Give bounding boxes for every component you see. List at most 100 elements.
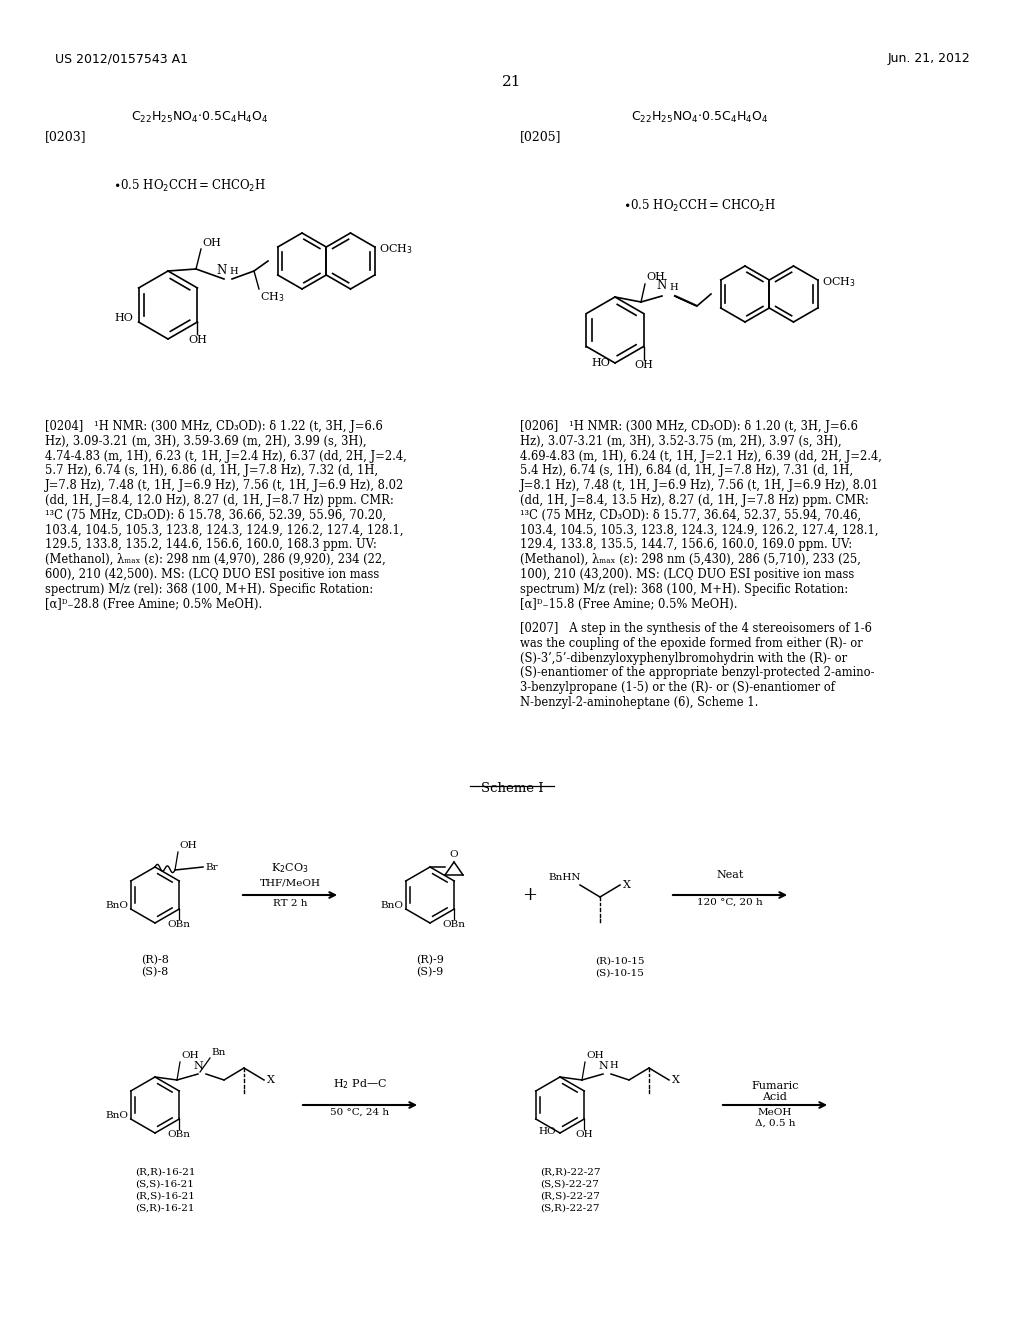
Text: [α]ᴰ₋15.8 (Free Amine; 0.5% MeOH).: [α]ᴰ₋15.8 (Free Amine; 0.5% MeOH). (520, 598, 737, 611)
Text: H: H (609, 1061, 617, 1071)
Text: [α]ᴰ₋28.8 (Free Amine; 0.5% MeOH).: [α]ᴰ₋28.8 (Free Amine; 0.5% MeOH). (45, 598, 262, 611)
Text: HO: HO (539, 1127, 556, 1137)
Text: (dd, 1H, J=8.4, 12.0 Hz), 8.27 (d, 1H, J=8.7 Hz) ppm. CMR:: (dd, 1H, J=8.4, 12.0 Hz), 8.27 (d, 1H, J… (45, 494, 394, 507)
Text: 120 °C, 20 h: 120 °C, 20 h (697, 898, 763, 907)
Text: (S)-8: (S)-8 (141, 968, 169, 977)
Text: Hz), 3.09-3.21 (m, 3H), 3.59-3.69 (m, 2H), 3.99 (s, 3H),: Hz), 3.09-3.21 (m, 3H), 3.59-3.69 (m, 2H… (45, 434, 367, 447)
Text: Δ, 0.5 h: Δ, 0.5 h (755, 1119, 796, 1129)
Text: 50 °C, 24 h: 50 °C, 24 h (331, 1107, 389, 1117)
Text: spectrum) M/z (rel): 368 (100, M+H). Specific Rotation:: spectrum) M/z (rel): 368 (100, M+H). Spe… (520, 583, 848, 595)
Text: J=8.1 Hz), 7.48 (t, 1H, J=6.9 Hz), 7.56 (t, 1H, J=6.9 Hz), 8.01: J=8.1 Hz), 7.48 (t, 1H, J=6.9 Hz), 7.56 … (520, 479, 880, 492)
Text: Fumaric: Fumaric (752, 1081, 799, 1092)
Text: OH: OH (586, 1051, 603, 1060)
Text: Bn: Bn (211, 1048, 225, 1057)
Text: $\mathrm{C_{22}H_{25}NO_4{\cdot}0.5C_4H_4O_4}$: $\mathrm{C_{22}H_{25}NO_4{\cdot}0.5C_4H_… (631, 110, 769, 125)
Text: Br: Br (205, 862, 218, 871)
Text: THF/MeOH: THF/MeOH (259, 878, 321, 887)
Text: O: O (450, 850, 459, 859)
Text: 600), 210 (42,500). MS: (LCQ DUO ESI positive ion mass: 600), 210 (42,500). MS: (LCQ DUO ESI pos… (45, 568, 379, 581)
Text: X: X (672, 1074, 680, 1085)
Text: BnO: BnO (381, 902, 403, 911)
Text: 129.5, 133.8, 135.2, 144.6, 156.6, 160.0, 168.3 ppm. UV:: 129.5, 133.8, 135.2, 144.6, 156.6, 160.0… (45, 539, 377, 552)
Text: 100), 210 (43,200). MS: (LCQ DUO ESI positive ion mass: 100), 210 (43,200). MS: (LCQ DUO ESI pos… (520, 568, 854, 581)
Text: (S)-3’,5’-dibenzyloxyphenylbromohydrin with the (R)- or: (S)-3’,5’-dibenzyloxyphenylbromohydrin w… (520, 652, 847, 664)
Text: HO: HO (115, 313, 133, 323)
Text: (S,S)-16-21: (S,S)-16-21 (135, 1180, 194, 1189)
Text: K$_2$CO$_3$: K$_2$CO$_3$ (271, 861, 309, 875)
Text: X: X (623, 880, 631, 890)
Text: RT 2 h: RT 2 h (272, 899, 307, 908)
Text: ¹³C (75 MHz, CD₃OD): δ 15.78, 36.66, 52.39, 55.96, 70.20,: ¹³C (75 MHz, CD₃OD): δ 15.78, 36.66, 52.… (45, 508, 386, 521)
Text: 4.74-4.83 (m, 1H), 6.23 (t, 1H, J=2.4 Hz), 6.37 (dd, 2H, J=2.4,: 4.74-4.83 (m, 1H), 6.23 (t, 1H, J=2.4 Hz… (45, 450, 407, 462)
Text: BnHN: BnHN (548, 873, 581, 882)
Text: 129.4, 133.8, 135.5, 144.7, 156.6, 160.0, 169.0 ppm. UV:: 129.4, 133.8, 135.5, 144.7, 156.6, 160.0… (520, 539, 852, 552)
Text: N: N (217, 264, 227, 277)
Text: N: N (598, 1061, 608, 1071)
Text: OH: OH (646, 272, 665, 282)
Text: US 2012/0157543 A1: US 2012/0157543 A1 (55, 51, 188, 65)
Text: [0207]   A step in the synthesis of the 4 stereoisomers of 1-6: [0207] A step in the synthesis of the 4 … (520, 622, 871, 635)
Text: 3-benzylpropane (1-5) or the (R)- or (S)-enantiomer of: 3-benzylpropane (1-5) or the (R)- or (S)… (520, 681, 835, 694)
Text: OH: OH (179, 841, 197, 850)
Text: 5.4 Hz), 6.74 (s, 1H), 6.84 (d, 1H, J=7.8 Hz), 7.31 (d, 1H,: 5.4 Hz), 6.74 (s, 1H), 6.84 (d, 1H, J=7.… (520, 465, 853, 478)
Text: Jun. 21, 2012: Jun. 21, 2012 (887, 51, 970, 65)
Text: H: H (669, 282, 678, 292)
Text: OBn: OBn (168, 1130, 190, 1139)
Text: 4.69-4.83 (m, 1H), 6.24 (t, 1H, J=2.1 Hz), 6.39 (dd, 2H, J=2.4,: 4.69-4.83 (m, 1H), 6.24 (t, 1H, J=2.1 Hz… (520, 450, 882, 462)
Text: (S,R)-22-27: (S,R)-22-27 (540, 1204, 599, 1213)
Text: CH$_3$: CH$_3$ (260, 290, 285, 304)
Text: 103.4, 104.5, 105.3, 123.8, 124.3, 124.9, 126.2, 127.4, 128.1,: 103.4, 104.5, 105.3, 123.8, 124.3, 124.9… (520, 524, 879, 537)
Text: (S)-enantiomer of the appropriate benzyl-protected 2-amino-: (S)-enantiomer of the appropriate benzyl… (520, 667, 874, 680)
Text: [0204]   ¹H NMR: (300 MHz, CD₃OD): δ 1.22 (t, 3H, J=6.6: [0204] ¹H NMR: (300 MHz, CD₃OD): δ 1.22 … (45, 420, 383, 433)
Text: OH: OH (202, 238, 221, 248)
Text: N: N (194, 1061, 203, 1071)
Text: (Methanol), λₘₐₓ (ε): 298 nm (4,970), 286 (9,920), 234 (22,: (Methanol), λₘₐₓ (ε): 298 nm (4,970), 28… (45, 553, 386, 566)
Text: H: H (229, 267, 238, 276)
Text: Neat: Neat (717, 870, 743, 880)
Text: $\bullet$0.5 HO$_2$CCH$=$CHCO$_2$H: $\bullet$0.5 HO$_2$CCH$=$CHCO$_2$H (114, 178, 266, 194)
Text: (dd, 1H, J=8.4, 13.5 Hz), 8.27 (d, 1H, J=7.8 Hz) ppm. CMR:: (dd, 1H, J=8.4, 13.5 Hz), 8.27 (d, 1H, J… (520, 494, 868, 507)
Text: H$_2$ Pd—C: H$_2$ Pd—C (333, 1077, 387, 1092)
Text: (R,S)-16-21: (R,S)-16-21 (135, 1192, 195, 1201)
Text: spectrum) M/z (rel): 368 (100, M+H). Specific Rotation:: spectrum) M/z (rel): 368 (100, M+H). Spe… (45, 583, 373, 595)
Text: (S,R)-16-21: (S,R)-16-21 (135, 1204, 195, 1213)
Text: 103.4, 104.5, 105.3, 123.8, 124.3, 124.9, 126.2, 127.4, 128.1,: 103.4, 104.5, 105.3, 123.8, 124.3, 124.9… (45, 524, 403, 537)
Text: 21: 21 (502, 75, 522, 88)
Text: BnO: BnO (105, 1111, 129, 1121)
Text: [0203]: [0203] (45, 129, 87, 143)
Text: (R)-8: (R)-8 (141, 954, 169, 965)
Text: [0206]   ¹H NMR: (300 MHz, CD₃OD): δ 1.20 (t, 3H, J=6.6: [0206] ¹H NMR: (300 MHz, CD₃OD): δ 1.20 … (520, 420, 858, 433)
Text: OH: OH (181, 1051, 199, 1060)
Text: Scheme I: Scheme I (480, 781, 544, 795)
Text: HO: HO (591, 358, 610, 368)
Text: (R,S)-22-27: (R,S)-22-27 (540, 1192, 600, 1201)
Text: (R)-10-15: (R)-10-15 (595, 957, 644, 966)
Text: J=7.8 Hz), 7.48 (t, 1H, J=6.9 Hz), 7.56 (t, 1H, J=6.9 Hz), 8.02: J=7.8 Hz), 7.48 (t, 1H, J=6.9 Hz), 7.56 … (45, 479, 404, 492)
Text: X: X (267, 1074, 274, 1085)
Text: OBn: OBn (442, 920, 466, 929)
Text: ¹³C (75 MHz, CD₃OD): δ 15.77, 36.64, 52.37, 55.94, 70.46,: ¹³C (75 MHz, CD₃OD): δ 15.77, 36.64, 52.… (520, 508, 861, 521)
Text: MeOH: MeOH (758, 1107, 793, 1117)
Text: N-benzyl-2-aminoheptane (6), Scheme 1.: N-benzyl-2-aminoheptane (6), Scheme 1. (520, 696, 759, 709)
Text: was the coupling of the epoxide formed from either (R)- or: was the coupling of the epoxide formed f… (520, 636, 863, 649)
Text: OCH$_3$: OCH$_3$ (821, 275, 855, 289)
Text: +: + (522, 886, 538, 904)
Text: (R,R)-22-27: (R,R)-22-27 (540, 1168, 600, 1177)
Text: (Methanol), λₘₐₓ (ε): 298 nm (5,430), 286 (5,710), 233 (25,: (Methanol), λₘₐₓ (ε): 298 nm (5,430), 28… (520, 553, 861, 566)
Text: (S,S)-22-27: (S,S)-22-27 (540, 1180, 599, 1189)
Text: Hz), 3.07-3.21 (m, 3H), 3.52-3.75 (m, 2H), 3.97 (s, 3H),: Hz), 3.07-3.21 (m, 3H), 3.52-3.75 (m, 2H… (520, 434, 842, 447)
Text: $\bullet$0.5 HO$_2$CCH$=$CHCO$_2$H: $\bullet$0.5 HO$_2$CCH$=$CHCO$_2$H (624, 198, 776, 214)
Text: OH: OH (575, 1130, 593, 1139)
Text: (S)-10-15: (S)-10-15 (595, 969, 644, 978)
Text: 5.7 Hz), 6.74 (s, 1H), 6.86 (d, 1H, J=7.8 Hz), 7.32 (d, 1H,: 5.7 Hz), 6.74 (s, 1H), 6.86 (d, 1H, J=7.… (45, 465, 378, 478)
Text: (R,R)-16-21: (R,R)-16-21 (135, 1168, 196, 1177)
Text: [0205]: [0205] (520, 129, 561, 143)
Text: N: N (656, 279, 667, 292)
Text: (S)-9: (S)-9 (417, 968, 443, 977)
Text: OBn: OBn (168, 920, 190, 929)
Text: (R)-9: (R)-9 (416, 954, 444, 965)
Text: $\mathrm{C_{22}H_{25}NO_4{\cdot}0.5C_4H_4O_4}$: $\mathrm{C_{22}H_{25}NO_4{\cdot}0.5C_4H_… (131, 110, 268, 125)
Text: BnO: BnO (105, 902, 129, 911)
Text: OCH$_3$: OCH$_3$ (379, 242, 413, 256)
Text: OH: OH (634, 359, 653, 370)
